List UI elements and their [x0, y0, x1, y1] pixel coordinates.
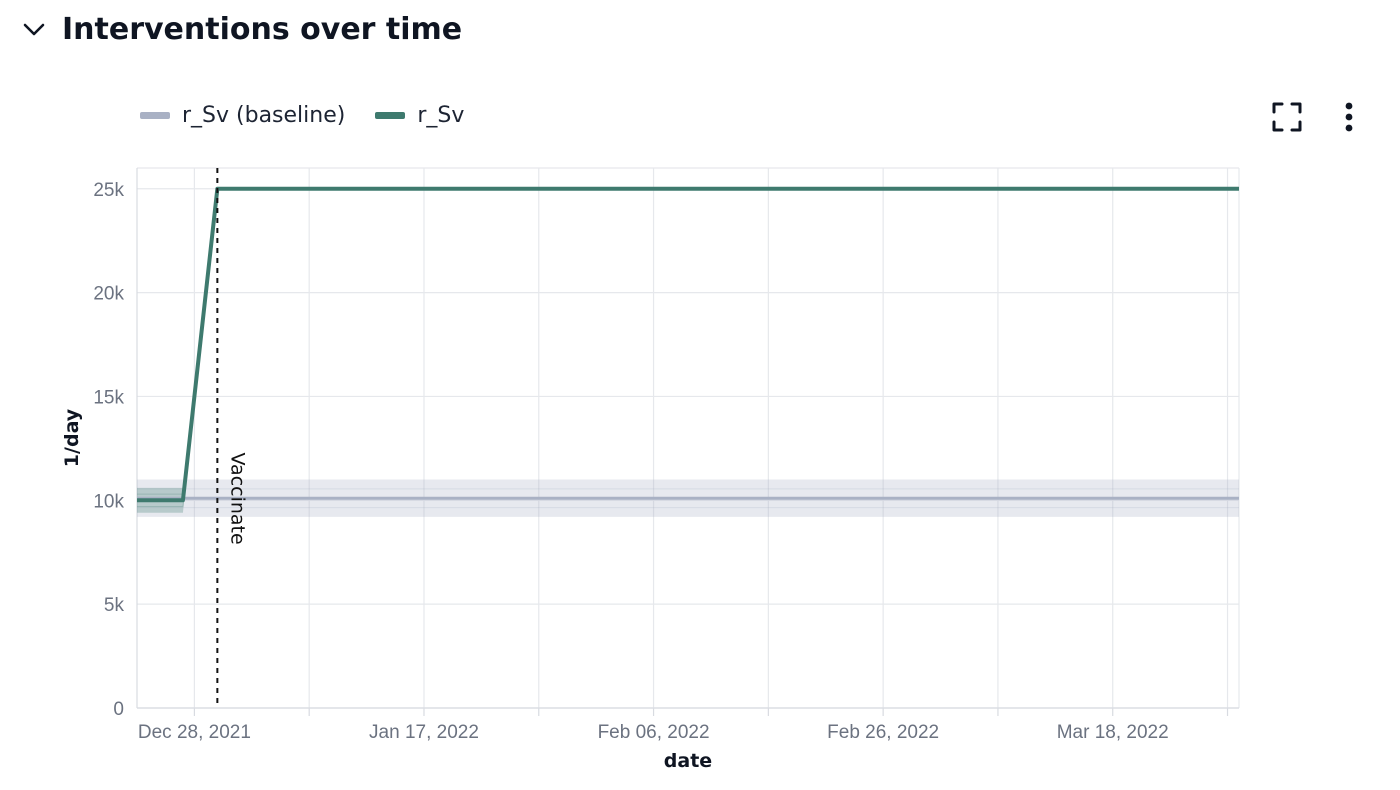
legend-swatch-baseline — [140, 112, 170, 119]
y-axis-title: 1/day — [61, 408, 83, 467]
x-tick-label: Feb 06, 2022 — [598, 722, 710, 743]
legend-label-rsv: r_Sv — [417, 103, 465, 128]
chart-toolbar — [1268, 98, 1368, 136]
y-tick-label: 25k — [93, 180, 124, 201]
x-tick-label: Jan 17, 2022 — [369, 722, 479, 743]
legend-item-baseline[interactable]: r_Sv (baseline) — [140, 103, 345, 128]
section-title: Interventions over time — [62, 12, 463, 47]
x-axis-title: date — [664, 750, 712, 772]
x-tick-label: Dec 28, 2021 — [138, 722, 251, 743]
y-tick-label: 15k — [93, 387, 124, 408]
section-header[interactable]: Interventions over time — [20, 12, 462, 48]
fullscreen-icon — [1272, 102, 1302, 132]
y-tick-label: 20k — [93, 284, 124, 305]
y-tick-label: 5k — [104, 595, 125, 616]
chevron-down-icon[interactable] — [20, 16, 48, 44]
y-tick-label: 10k — [93, 491, 124, 512]
annotation-label: Vaccinate — [226, 453, 248, 545]
legend-item-rsv[interactable]: r_Sv — [375, 103, 464, 128]
series-line-1 — [137, 186, 1239, 503]
y-tick-label: 0 — [113, 699, 124, 720]
series-band-1 — [137, 188, 1239, 513]
x-tick-label: Feb 26, 2022 — [827, 722, 939, 743]
series-band-line-1 — [137, 188, 1239, 501]
more-menu-button[interactable] — [1330, 98, 1368, 136]
fullscreen-button[interactable] — [1268, 98, 1306, 136]
legend-label-baseline: r_Sv (baseline) — [182, 103, 346, 128]
more-vertical-icon — [1345, 102, 1353, 132]
x-tick-label: Mar 18, 2022 — [1057, 722, 1169, 743]
series-band-line-1 — [137, 188, 1239, 508]
chart-legend: r_Sv (baseline) r_Sv — [140, 103, 464, 128]
legend-swatch-rsv — [375, 112, 406, 119]
series-band-line-1 — [137, 188, 1239, 495]
